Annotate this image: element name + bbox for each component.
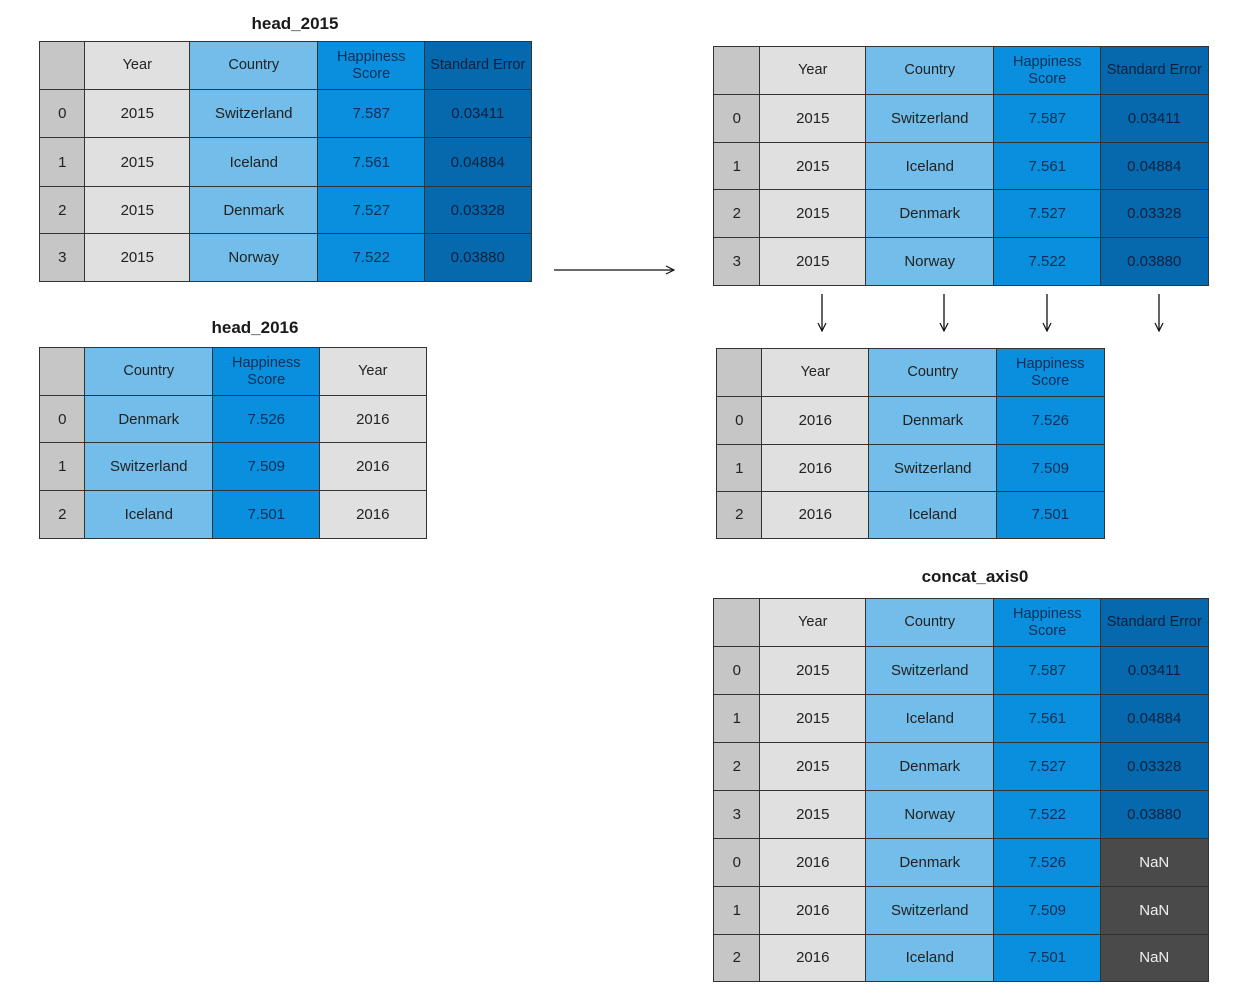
country-cell: Norway [189, 233, 319, 282]
score-cell: 7.526 [212, 395, 321, 444]
column-header-score: Happiness Score [993, 46, 1102, 96]
row-index-cell: 2 [716, 491, 763, 539]
year-cell: 2015 [759, 237, 867, 286]
column-header-error: Standard Error [1100, 46, 1209, 96]
country-cell: Denmark [868, 396, 998, 446]
row-index-cell: 2 [713, 189, 761, 239]
year-cell: 2015 [759, 142, 867, 191]
score-cell: 7.501 [212, 490, 321, 539]
error-cell: 0.04884 [1100, 142, 1209, 191]
column-header-score: Happiness Score [317, 41, 426, 91]
year-cell: 2016 [761, 396, 870, 446]
error-cell: 0.03880 [424, 233, 532, 282]
column-header-country: Country [865, 598, 995, 648]
column-header-score: Happiness Score [212, 347, 321, 397]
score-cell: 7.509 [993, 886, 1102, 936]
error-cell: 0.03328 [1100, 742, 1209, 792]
error-cell: 0.04884 [1100, 694, 1209, 744]
error-cell: 0.03328 [424, 186, 532, 235]
year-cell: 2015 [84, 137, 191, 188]
row-index-cell: 0 [713, 838, 761, 888]
country-cell: Switzerland [868, 444, 998, 493]
error-cell: NaN [1100, 934, 1209, 982]
score-cell: 7.522 [317, 233, 426, 282]
column-header-year: Year [84, 41, 191, 91]
error-cell: 0.03411 [1100, 94, 1209, 144]
column-header-country: Country [84, 347, 214, 397]
year-cell: 2016 [761, 444, 870, 493]
row-index-cell: 3 [39, 233, 86, 282]
column-header-score: Happiness Score [993, 598, 1102, 648]
score-cell: 7.501 [996, 491, 1105, 539]
row-index-cell: 2 [39, 490, 86, 539]
country-cell: Iceland [868, 491, 998, 539]
year-cell: 2016 [319, 490, 427, 539]
row-index-cell: 1 [713, 886, 761, 936]
country-cell: Denmark [865, 838, 995, 888]
error-cell: 0.03411 [424, 89, 532, 139]
row-index-cell: 1 [39, 442, 86, 492]
score-cell: 7.587 [993, 646, 1102, 696]
year-cell: 2015 [759, 646, 867, 696]
country-cell: Norway [865, 790, 995, 840]
row-index-cell: 0 [713, 94, 761, 144]
row-index-cell: 1 [39, 137, 86, 188]
index-header-cell [716, 348, 763, 398]
title-head-2016: head_2016 [211, 318, 299, 337]
column-header-year: Year [759, 598, 867, 648]
index-header-cell [713, 46, 761, 96]
country-cell: Iceland [189, 137, 319, 188]
score-cell: 7.587 [317, 89, 426, 139]
error-cell: NaN [1100, 886, 1209, 936]
score-cell: 7.527 [993, 189, 1102, 239]
score-cell: 7.509 [996, 444, 1105, 493]
year-cell: 2015 [759, 742, 867, 792]
index-header-cell [713, 598, 761, 648]
error-cell: NaN [1100, 838, 1209, 888]
score-cell: 7.561 [993, 142, 1102, 191]
column-header-country: Country [189, 41, 319, 91]
year-cell: 2016 [759, 886, 867, 936]
country-cell: Iceland [865, 142, 995, 191]
score-cell: 7.526 [993, 838, 1102, 888]
error-cell: 0.03880 [1100, 790, 1209, 840]
country-cell: Switzerland [865, 94, 995, 144]
error-cell: 0.03328 [1100, 189, 1209, 239]
year-cell: 2016 [761, 491, 870, 539]
row-index-cell: 2 [713, 742, 761, 792]
country-cell: Iceland [865, 694, 995, 744]
score-cell: 7.561 [993, 694, 1102, 744]
score-cell: 7.587 [993, 94, 1102, 144]
year-cell: 2016 [759, 934, 867, 982]
year-cell: 2015 [84, 89, 191, 139]
title-concat-axis0: concat_axis0 [921, 567, 1029, 586]
score-cell: 7.501 [993, 934, 1102, 982]
score-cell: 7.509 [212, 442, 321, 492]
country-cell: Iceland [865, 934, 995, 982]
column-header-score: Happiness Score [996, 348, 1105, 398]
year-cell: 2015 [759, 694, 867, 744]
score-cell: 7.522 [993, 237, 1102, 286]
country-cell: Denmark [189, 186, 319, 235]
column-header-year: Year [319, 347, 427, 397]
title-head-2015: head_2015 [251, 14, 339, 33]
year-cell: 2016 [759, 838, 867, 888]
score-cell: 7.527 [317, 186, 426, 235]
country-cell: Switzerland [865, 886, 995, 936]
country-cell: Denmark [865, 742, 995, 792]
country-cell: Norway [865, 237, 995, 286]
score-cell: 7.522 [993, 790, 1102, 840]
column-header-error: Standard Error [424, 41, 532, 91]
error-cell: 0.04884 [424, 137, 532, 188]
year-cell: 2016 [319, 395, 427, 444]
error-cell: 0.03880 [1100, 237, 1209, 286]
